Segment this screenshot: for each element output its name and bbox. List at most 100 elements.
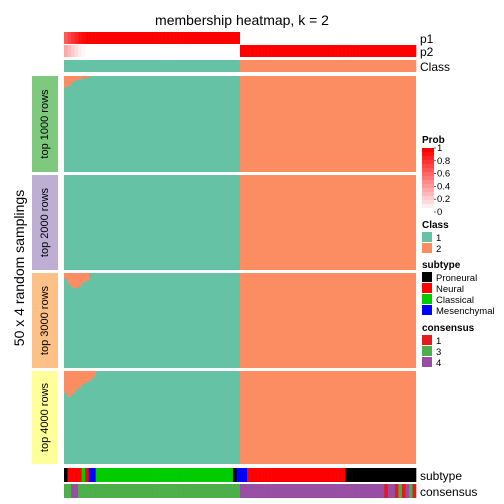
subtype-cell: [285, 468, 290, 482]
class-cell: [299, 60, 304, 72]
class-cell: [113, 60, 118, 72]
class-cell: [394, 60, 399, 72]
p2-cell: [264, 45, 269, 57]
class-cell: [201, 60, 206, 72]
consensus-cell: [204, 484, 209, 498]
consensus-cell: [342, 484, 346, 498]
class2-block: [240, 273, 416, 368]
class-cell: [289, 60, 294, 72]
p2-cell: [88, 45, 93, 57]
consensus-cell: [109, 484, 114, 498]
subtype-cell: [250, 468, 255, 482]
p2-cell: [398, 45, 403, 57]
class-cell: [236, 60, 241, 72]
p2-cell: [173, 45, 177, 57]
p2-cell: [180, 45, 184, 57]
consensus-cell: [215, 484, 220, 498]
subtype-cell: [232, 468, 237, 482]
misclassified-cells: [81, 371, 86, 385]
p2-cell: [328, 45, 332, 57]
prob-gradient-step: [422, 208, 434, 213]
p1-cell: [211, 32, 216, 44]
p1-cell: [102, 32, 107, 44]
p1-cell: [236, 32, 241, 44]
subtype-cell: [310, 468, 315, 482]
subtype-cell: [134, 468, 139, 482]
consensus-legend-title: consensus: [422, 323, 475, 334]
misclassified-cells: [64, 273, 68, 279]
p2-cell: [271, 45, 276, 57]
subtype-cell: [257, 468, 262, 482]
subtype-cell: [120, 468, 125, 482]
prob-gradient-step: [422, 156, 434, 161]
consensus-cell: [71, 484, 75, 498]
consensus-cell: [324, 484, 329, 498]
misclassified-cells: [78, 76, 82, 80]
subtype-cell: [123, 468, 128, 482]
consensus-cell: [405, 484, 410, 498]
p2-cell: [282, 45, 287, 57]
class-cell: [222, 60, 227, 72]
subtype-cell: [109, 468, 114, 482]
p2-cell: [352, 45, 357, 57]
consensus-cell: [373, 484, 378, 498]
consensus-cell: [194, 484, 199, 498]
p2-cell: [257, 45, 262, 57]
subtype-cell: [342, 468, 346, 482]
consensus-cell: [137, 484, 142, 498]
p2-cell: [324, 45, 329, 57]
class-cell: [78, 60, 82, 72]
p1-cell: [159, 32, 163, 44]
p1-cell: [313, 32, 318, 44]
class-cell: [88, 60, 93, 72]
subtype-cell: [271, 468, 276, 482]
consensus-cell: [349, 484, 353, 498]
p1-cell: [123, 32, 128, 44]
class-cell: [405, 60, 410, 72]
p1-cell: [349, 32, 353, 44]
p2-cell: [190, 45, 195, 57]
consensus-cell: [67, 484, 72, 498]
p2-cell: [387, 45, 392, 57]
p2-cell: [169, 45, 174, 57]
consensus-cell: [187, 484, 192, 498]
consensus-cell: [398, 484, 403, 498]
subtype-cell: [152, 468, 156, 482]
prob-tick-label: 0.6: [437, 169, 450, 180]
consensus-cell: [127, 484, 132, 498]
subtype-cell: [99, 468, 104, 482]
class-cell: [194, 60, 199, 72]
consensus-cell: [78, 484, 82, 498]
p2-cell: [412, 45, 417, 57]
p2-cell: [225, 45, 230, 57]
subtype-cell: [247, 468, 251, 482]
consensus-cell: [176, 484, 181, 498]
heatmap-body: top 1000 rows top 2000 rows top 3000 rows t…: [32, 76, 416, 464]
p2-cell: [292, 45, 297, 57]
p1-cell: [408, 32, 413, 44]
p2-cell: [366, 45, 371, 57]
subtype-cell: [225, 468, 230, 482]
p1-cell: [296, 32, 301, 44]
p2-cell: [275, 45, 280, 57]
class-cell: [141, 60, 146, 72]
class-cell: [398, 60, 403, 72]
subtype-cell: [85, 468, 89, 482]
consensus-cell: [222, 484, 227, 498]
p1-cell: [116, 32, 121, 44]
p2-cell: [335, 45, 339, 57]
p1-cell: [310, 32, 315, 44]
p2-cell: [356, 45, 360, 57]
subtype-cell: [88, 468, 93, 482]
class-cell: [303, 60, 308, 72]
row-group-label: top 2000 rows: [39, 187, 51, 257]
subtype-legend-label: Proneural: [436, 273, 477, 284]
p2-cell: [99, 45, 104, 57]
consensus-cell: [229, 484, 234, 498]
prob-gradient-step: [422, 188, 434, 193]
consensus-cell: [88, 484, 93, 498]
p2-cell: [240, 45, 244, 57]
p1-cell: [387, 32, 392, 44]
p1-cell: [401, 32, 406, 44]
row-group-bar: [32, 76, 58, 172]
